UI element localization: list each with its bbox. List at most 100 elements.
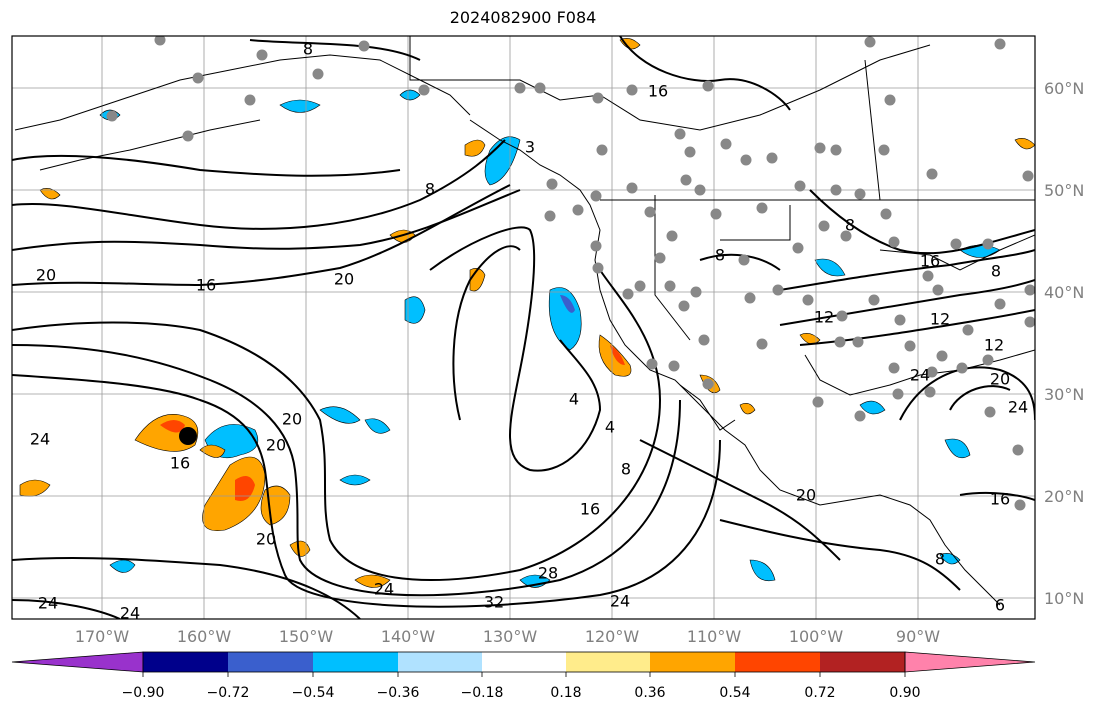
station-dot	[684, 146, 696, 158]
contour-label: 8	[425, 180, 435, 199]
contour-label: 12	[814, 308, 834, 327]
colorbar-tick-label: −0.36	[377, 685, 420, 701]
longitude-labels: 170°W 160°W 150°W 140°W 130°W 120°W 110°W 100°W…	[75, 627, 940, 646]
lon-label: 130°W	[483, 627, 538, 646]
station-dot	[592, 262, 604, 274]
station-dot	[358, 40, 370, 52]
colorbar-tick-labels: −0.90 −0.72 −0.54 −0.36 −0.18 0.18 0.36 0.54 0.7…	[122, 672, 921, 701]
contour-label: 20	[990, 370, 1010, 389]
station-dot	[950, 238, 962, 250]
station-markers	[106, 36, 1035, 511]
contour-label: 24	[910, 366, 930, 385]
colorbar-segment	[143, 652, 228, 672]
station-dot	[834, 336, 846, 348]
station-dot	[644, 206, 656, 218]
colorbar	[11, 651, 1036, 673]
station-dot	[894, 314, 906, 326]
colorbar-tick-label: 0.90	[889, 685, 920, 701]
contour-label: 20	[334, 270, 354, 289]
station-dot	[1022, 170, 1034, 182]
station-dot	[756, 202, 768, 214]
lat-label: 30°N	[1044, 385, 1084, 404]
lon-label: 150°W	[279, 627, 334, 646]
station-dot	[888, 362, 900, 374]
station-dot	[830, 144, 842, 156]
station-dot	[312, 68, 324, 80]
station-dot	[766, 152, 778, 164]
colorbar-tick-label: −0.90	[122, 685, 165, 701]
lon-label: 140°W	[381, 627, 436, 646]
contour-label: 8	[303, 40, 313, 59]
station-dot	[794, 180, 806, 192]
station-dot	[626, 182, 638, 194]
station-dot	[544, 210, 556, 222]
station-dot	[994, 38, 1006, 50]
station-dot	[884, 94, 896, 106]
contour-label: 20	[256, 530, 276, 549]
contour-labels: 8 16 20 16 20 8 24 20 20 16 20 8 4 4 8 16 28 32 24 24 24 24 8 1…	[30, 40, 1028, 623]
station-dot	[814, 142, 826, 154]
contour-label: 8	[935, 550, 945, 569]
colorbar-tick-label: −0.54	[292, 685, 335, 701]
station-dot	[668, 360, 680, 372]
station-dot	[984, 406, 996, 418]
contour-label: 24	[120, 604, 140, 623]
station-dot	[694, 184, 706, 196]
contour-label: 3	[525, 138, 535, 157]
station-dot	[994, 298, 1006, 310]
station-dot	[888, 236, 900, 248]
station-dot	[690, 286, 702, 298]
station-dot	[830, 184, 842, 196]
colorbar-extend-low	[11, 651, 144, 673]
contour-label: 16	[648, 82, 668, 101]
station-dot	[626, 84, 638, 96]
station-dot	[854, 410, 866, 422]
station-dot	[654, 252, 666, 264]
station-dot	[546, 178, 558, 190]
station-dot	[514, 82, 526, 94]
lat-label: 10°N	[1044, 589, 1084, 608]
colorbar-tick-label: 0.72	[804, 685, 835, 701]
contour-label: 12	[984, 336, 1004, 355]
contour-label: 28	[538, 564, 558, 583]
colorbar-segment	[313, 652, 398, 672]
station-dot	[926, 168, 938, 180]
lat-label: 60°N	[1044, 79, 1084, 98]
contour-label: 24	[30, 430, 50, 449]
contour-label: 32	[484, 593, 504, 612]
station-dot	[812, 396, 824, 408]
station-dot	[1014, 499, 1026, 511]
station-dot	[818, 220, 830, 232]
station-dot	[892, 388, 904, 400]
lat-label: 20°N	[1044, 487, 1084, 506]
contour-label: 20	[796, 486, 816, 505]
colorbar-segment	[398, 652, 482, 672]
colorbar-tick-label: −0.72	[207, 685, 250, 701]
map-frame	[11, 35, 1036, 620]
lat-label: 50°N	[1044, 181, 1084, 200]
colorbar-tick-label: 0.18	[550, 685, 581, 701]
station-dot	[962, 324, 974, 336]
station-dot	[702, 80, 714, 92]
station-dot	[674, 128, 686, 140]
station-dot	[256, 49, 268, 61]
station-dot	[634, 280, 646, 292]
contour-lines	[12, 36, 1035, 619]
station-dot	[756, 338, 768, 350]
station-dot	[572, 204, 584, 216]
contour-label: 24	[1008, 398, 1028, 417]
station-dot	[698, 334, 710, 346]
map-area	[12, 36, 1035, 619]
contour-label: 24	[374, 580, 394, 599]
station-dot	[106, 110, 118, 122]
station-dot	[664, 280, 676, 292]
station-dot	[680, 174, 692, 186]
station-dot	[904, 340, 916, 352]
station-dot	[418, 84, 430, 96]
station-dot	[956, 362, 968, 374]
station-dot	[154, 36, 166, 46]
station-dot	[926, 366, 938, 378]
station-dot	[534, 82, 546, 94]
